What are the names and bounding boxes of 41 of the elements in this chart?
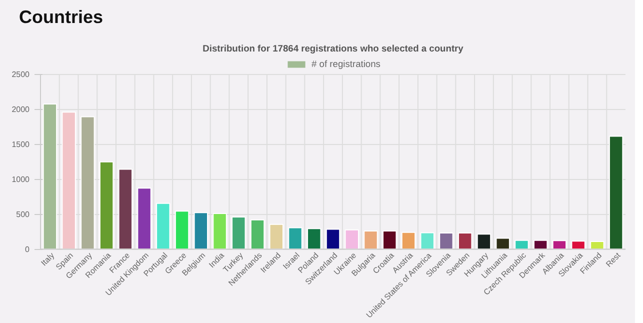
y-tick-label: 0	[25, 245, 30, 254]
bar	[99, 161, 114, 250]
bar	[118, 168, 133, 250]
y-tick-label: 500	[16, 210, 30, 220]
bar	[156, 202, 170, 250]
bar	[382, 230, 397, 250]
bar	[307, 228, 322, 250]
bar	[608, 136, 624, 250]
bar	[62, 112, 76, 250]
bar	[269, 224, 284, 250]
bar	[401, 232, 416, 250]
y-tick-label: 2000	[12, 105, 30, 114]
x-tick-label: Italy	[39, 250, 56, 268]
bar	[326, 228, 340, 250]
bar	[590, 241, 604, 250]
bar	[344, 229, 359, 250]
bar	[250, 219, 265, 250]
chart-title: Countries	[19, 6, 104, 29]
bar	[571, 240, 586, 250]
bar	[439, 232, 454, 250]
bar	[496, 238, 510, 250]
bar	[552, 240, 567, 250]
bar	[194, 212, 208, 250]
bar	[212, 213, 227, 250]
y-tick-label: 1000	[12, 175, 30, 184]
bar	[288, 227, 302, 250]
bar	[533, 240, 548, 250]
y-tick-label: 2500	[12, 70, 30, 80]
y-tick-label: 1500	[12, 140, 30, 150]
bar	[476, 234, 492, 250]
bar	[137, 188, 152, 250]
bar	[420, 232, 434, 250]
legend-label: # of registrations	[312, 59, 380, 69]
bar	[174, 210, 190, 250]
bar	[80, 116, 95, 250]
bar	[42, 103, 58, 250]
bar	[364, 230, 378, 250]
chart-subtitle: Distribution for 17864 registrations who selected a country	[202, 44, 464, 54]
bar	[232, 216, 246, 250]
bar	[458, 232, 472, 250]
bar	[514, 240, 529, 250]
